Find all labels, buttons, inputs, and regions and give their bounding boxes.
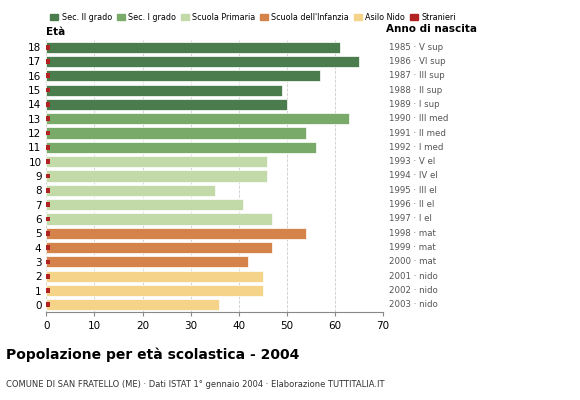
Bar: [46, 285, 263, 296]
Bar: [46, 228, 306, 239]
Bar: [46, 145, 50, 150]
Bar: [46, 56, 359, 67]
Text: 1988 · II sup: 1988 · II sup: [389, 86, 442, 95]
Text: 2002 · nido: 2002 · nido: [389, 286, 437, 295]
Bar: [46, 217, 50, 221]
Text: 1990 · III med: 1990 · III med: [389, 114, 448, 123]
Text: 1989 · I sup: 1989 · I sup: [389, 100, 439, 109]
Text: 1996 · II el: 1996 · II el: [389, 200, 434, 209]
Bar: [46, 213, 272, 224]
Bar: [46, 70, 320, 81]
Text: COMUNE DI SAN FRATELLO (ME) · Dati ISTAT 1° gennaio 2004 · Elaborazione TUTTITAL: COMUNE DI SAN FRATELLO (ME) · Dati ISTAT…: [6, 380, 385, 389]
Bar: [46, 245, 50, 250]
Bar: [46, 174, 50, 178]
Text: 1995 · III el: 1995 · III el: [389, 186, 437, 195]
Text: 1997 · I el: 1997 · I el: [389, 214, 432, 224]
Bar: [46, 260, 50, 264]
Text: 2000 · mat: 2000 · mat: [389, 257, 436, 266]
Text: 2003 · nido: 2003 · nido: [389, 300, 437, 309]
Bar: [46, 231, 50, 236]
Bar: [46, 256, 248, 268]
Bar: [46, 299, 219, 310]
Bar: [46, 170, 267, 182]
Bar: [46, 113, 349, 124]
Bar: [46, 142, 316, 153]
Bar: [46, 88, 50, 92]
Bar: [46, 84, 282, 96]
Text: 1993 · V el: 1993 · V el: [389, 157, 435, 166]
Bar: [46, 116, 50, 121]
Bar: [46, 242, 272, 253]
Text: 1994 · IV el: 1994 · IV el: [389, 172, 437, 180]
Text: 1992 · I med: 1992 · I med: [389, 143, 443, 152]
Bar: [46, 131, 50, 135]
Text: 1987 · III sup: 1987 · III sup: [389, 71, 444, 80]
Text: 1998 · mat: 1998 · mat: [389, 229, 436, 238]
Text: 1999 · mat: 1999 · mat: [389, 243, 436, 252]
Bar: [46, 102, 50, 107]
Bar: [46, 159, 50, 164]
Bar: [46, 202, 50, 207]
Text: 1985 · V sup: 1985 · V sup: [389, 43, 443, 52]
Text: Popolazione per età scolastica - 2004: Popolazione per età scolastica - 2004: [6, 348, 299, 362]
Text: 1991 · II med: 1991 · II med: [389, 128, 445, 138]
Legend: Sec. II grado, Sec. I grado, Scuola Primaria, Scuola dell'Infanzia, Asilo Nido, : Sec. II grado, Sec. I grado, Scuola Prim…: [47, 10, 459, 25]
Bar: [46, 274, 50, 278]
Bar: [46, 302, 50, 307]
Bar: [46, 271, 263, 282]
Text: 1986 · VI sup: 1986 · VI sup: [389, 57, 445, 66]
Bar: [46, 185, 215, 196]
Bar: [46, 199, 244, 210]
Bar: [46, 74, 50, 78]
Bar: [46, 45, 50, 50]
Bar: [46, 99, 287, 110]
Text: Anno di nascita: Anno di nascita: [386, 24, 477, 34]
Bar: [46, 59, 50, 64]
Text: Età: Età: [46, 27, 66, 37]
Bar: [46, 42, 339, 53]
Bar: [46, 288, 50, 293]
Bar: [46, 128, 306, 139]
Text: 2001 · nido: 2001 · nido: [389, 272, 437, 281]
Bar: [46, 156, 267, 167]
Bar: [46, 188, 50, 193]
